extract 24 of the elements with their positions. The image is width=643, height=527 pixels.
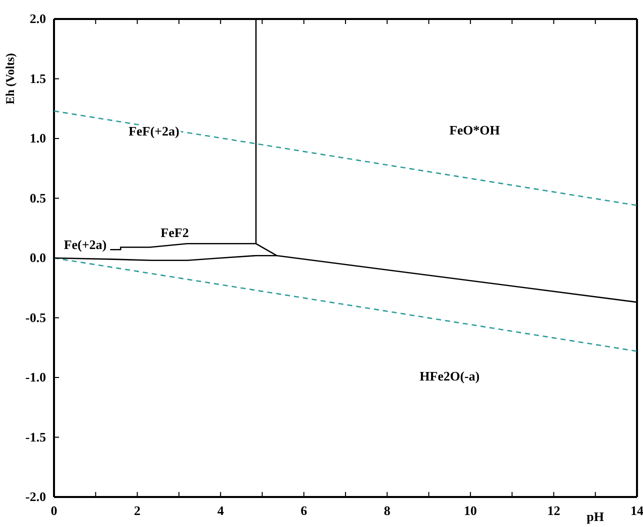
x-tick-label: 12 xyxy=(547,503,560,518)
y-tick-label: -1.0 xyxy=(25,370,46,385)
x-tick-label: 10 xyxy=(464,503,477,518)
x-tick-label: 8 xyxy=(384,503,391,518)
y-tick-label: 1.5 xyxy=(30,70,46,86)
y-axis-title: Eh (Volts) xyxy=(3,53,17,104)
y-tick-label: -2.0 xyxy=(25,489,46,504)
x-tick-label: 2 xyxy=(134,503,141,518)
x-tick-label: 14 xyxy=(630,503,643,518)
y-tick-label: 1.0 xyxy=(30,130,46,146)
annotation: FeO*OH xyxy=(449,122,500,138)
x-tick-label: 6 xyxy=(300,503,308,518)
x-tick-label: 4 xyxy=(217,503,224,518)
x-tick-label: 0 xyxy=(50,503,58,518)
annotation: HFe2O(-a) xyxy=(420,368,480,384)
y-tick-label: 0.0 xyxy=(30,250,46,266)
annotation: Fe(+2a) xyxy=(64,237,107,252)
y-tick-label: -1.5 xyxy=(25,429,46,444)
y-tick-label: 2.0 xyxy=(30,11,46,26)
annotation: FeF2 xyxy=(160,225,189,240)
y-tick-label: 0.5 xyxy=(30,190,46,206)
y-tick-label: -0.5 xyxy=(25,310,46,325)
x-axis-title: pH xyxy=(586,509,604,524)
annotation: FeF(+2a) xyxy=(128,124,180,139)
